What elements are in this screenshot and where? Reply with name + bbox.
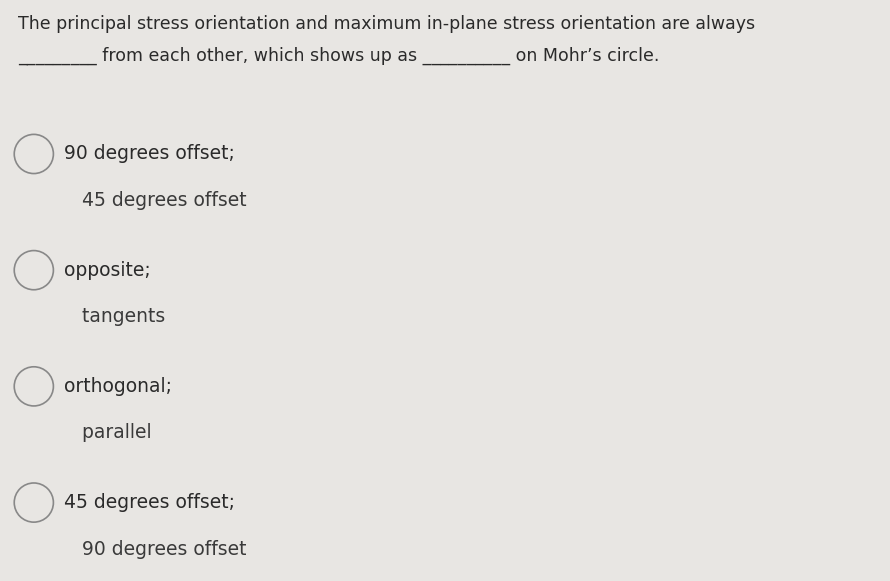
Text: opposite;: opposite; (64, 261, 150, 279)
Text: The principal stress orientation and maximum in-plane stress orientation are alw: The principal stress orientation and max… (18, 15, 755, 33)
Text: 45 degrees offset;: 45 degrees offset; (64, 493, 235, 512)
Text: orthogonal;: orthogonal; (64, 377, 172, 396)
Text: 45 degrees offset: 45 degrees offset (64, 191, 247, 210)
Text: tangents: tangents (64, 307, 166, 326)
Text: parallel: parallel (64, 424, 151, 442)
Text: _________ from each other, which shows up as __________ on Mohr’s circle.: _________ from each other, which shows u… (18, 46, 659, 64)
Text: 90 degrees offset;: 90 degrees offset; (64, 145, 235, 163)
Text: 90 degrees offset: 90 degrees offset (64, 540, 247, 558)
